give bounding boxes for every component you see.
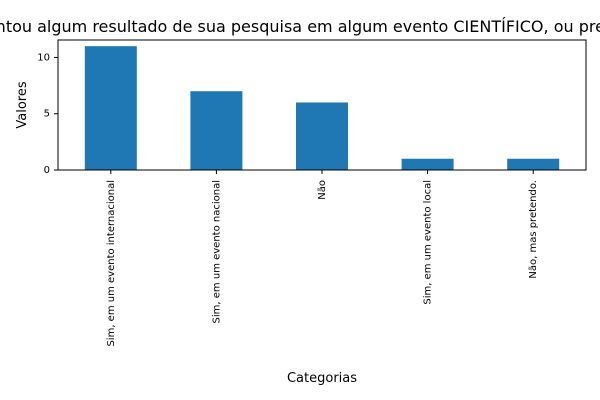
y-tick-label: 10 — [37, 52, 50, 63]
x-tick-label: Sim, em um evento local — [423, 180, 434, 305]
bar — [401, 158, 454, 170]
y-axis-title: Valores — [15, 81, 30, 128]
bar — [296, 102, 348, 170]
plot-frame — [57, 39, 587, 171]
x-tick-label: Não — [317, 180, 328, 200]
plot-area: Sim, em um evento internacional Sim, em u… — [37, 39, 587, 347]
bar — [507, 158, 560, 170]
bar — [190, 91, 243, 170]
y-tick-label: 5 — [44, 109, 50, 120]
chart-title: Apresentou algum resultado de sua pesqui… — [0, 17, 600, 36]
y-tick-label: 0 — [44, 165, 50, 176]
x-axis-title: Categorias — [287, 371, 357, 386]
x-tick-label: Sim, em um evento internacional — [106, 180, 117, 347]
bar — [84, 46, 137, 170]
x-tick-label: Não, mas pretendo. — [528, 180, 539, 279]
x-tick-label: Sim, em um evento nacional — [211, 180, 222, 323]
